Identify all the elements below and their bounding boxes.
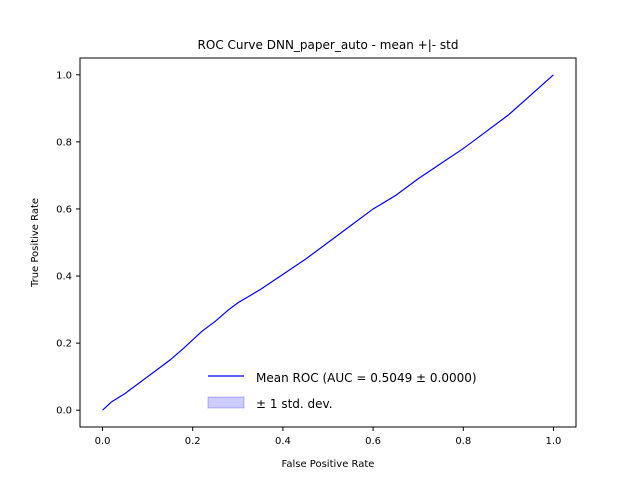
x-tick-label: 0.2 xyxy=(185,436,201,447)
y-axis-label: True Positive Rate xyxy=(30,198,41,288)
y-tick-label: 0.4 xyxy=(56,272,72,283)
x-tick-label: 1.0 xyxy=(546,436,562,447)
legend-mean-roc-label: Mean ROC (AUC = 0.5049 ± 0.0000) xyxy=(256,371,477,385)
x-axis-label: False Positive Rate xyxy=(282,459,375,470)
y-tick-label: 0.0 xyxy=(56,406,72,417)
y-axis-ticks: 0.0 0.2 0.4 0.6 0.8 1.0 xyxy=(56,70,80,417)
chart-title: ROC Curve DNN_paper_auto - mean +|- std xyxy=(198,38,459,52)
x-tick-label: 0.6 xyxy=(365,436,381,447)
plot-frame xyxy=(79,57,577,428)
y-tick-label: 0.6 xyxy=(56,204,72,215)
y-tick-label: 0.8 xyxy=(56,137,72,148)
mean-roc-line xyxy=(102,74,554,411)
legend-std-band-label: ± 1 std. dev. xyxy=(256,397,333,411)
x-tick-label: 0.0 xyxy=(95,436,111,447)
legend: Mean ROC (AUC = 0.5049 ± 0.0000) ± 1 std… xyxy=(207,371,477,411)
x-tick-label: 0.8 xyxy=(455,436,471,447)
y-tick-label: 1.0 xyxy=(56,70,72,81)
legend-band-swatch xyxy=(207,396,245,409)
x-axis-ticks: 0.0 0.2 0.4 0.6 0.8 1.0 xyxy=(95,427,562,447)
x-tick-label: 0.4 xyxy=(275,436,291,447)
y-tick-label: 0.2 xyxy=(56,339,72,350)
